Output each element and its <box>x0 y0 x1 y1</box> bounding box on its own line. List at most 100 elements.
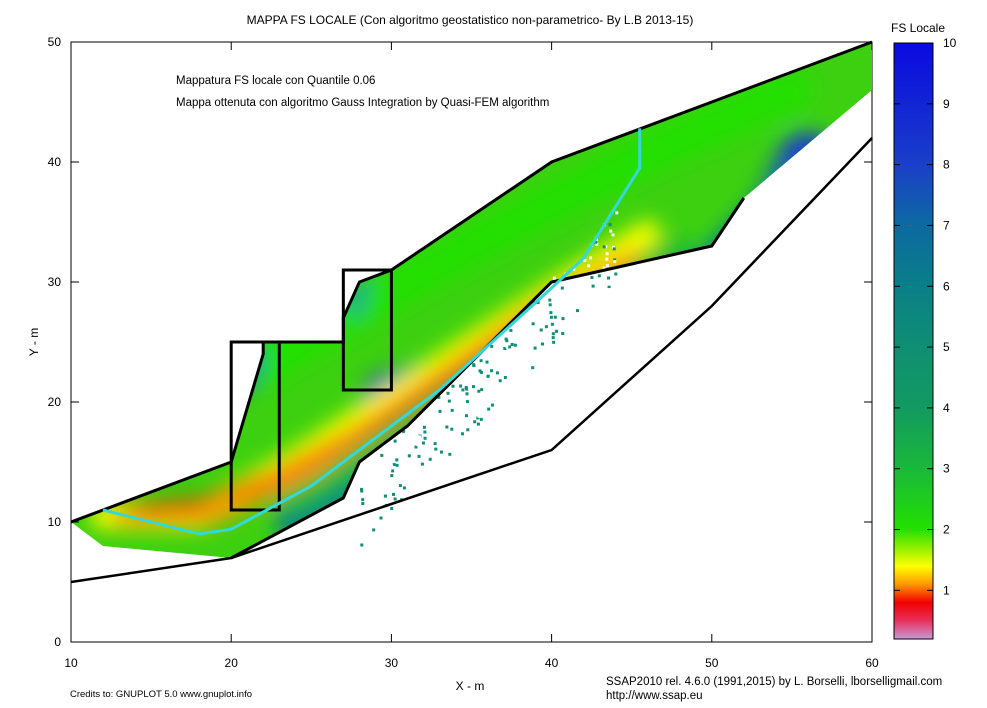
colorbar-tick-label: 2 <box>943 523 950 537</box>
speckle <box>534 345 538 348</box>
speckle <box>554 288 558 292</box>
speckle <box>402 430 406 434</box>
speckle <box>582 291 585 295</box>
speckle <box>390 474 394 478</box>
speckle <box>474 386 478 390</box>
upper-wall <box>341 268 393 392</box>
annotation-quantile: Mappatura FS locale con Quantile 0.06 <box>176 75 375 87</box>
speckle <box>536 301 540 305</box>
x-tick-label: 50 <box>705 656 719 670</box>
speckle <box>485 360 489 364</box>
speckle <box>477 389 481 393</box>
speckle <box>417 454 421 458</box>
speckle <box>515 340 519 344</box>
speckle <box>587 264 591 268</box>
speckle <box>474 361 478 365</box>
speckle <box>428 457 432 461</box>
colorbar-tick-label: 8 <box>943 158 950 172</box>
speckle <box>509 328 513 332</box>
speckle <box>487 407 491 411</box>
speckle <box>433 442 437 446</box>
speckle <box>465 392 469 396</box>
speckle <box>486 373 490 377</box>
speckle <box>601 282 605 285</box>
speckle <box>451 384 455 388</box>
speckle <box>422 425 426 429</box>
speckle <box>445 425 449 429</box>
colorbar-tick-label: 9 <box>943 97 950 111</box>
speckle <box>555 307 559 311</box>
speckle <box>438 436 442 440</box>
x-tick-label: 60 <box>865 656 879 670</box>
speckle <box>602 266 606 270</box>
speckle <box>472 363 476 367</box>
x-tick-label: 20 <box>225 656 239 670</box>
speckle <box>397 460 401 464</box>
speckle <box>465 414 468 418</box>
speckle <box>527 338 531 341</box>
speckle <box>392 492 395 496</box>
speckle <box>440 450 443 454</box>
speckle <box>484 349 488 353</box>
speckle <box>419 429 423 433</box>
colorbar-ticks: 1 2 3 4 5 6 7 8 9 10 <box>894 36 957 597</box>
y-tick-label: 50 <box>48 35 62 49</box>
speckle <box>549 311 553 315</box>
speckle <box>559 318 563 321</box>
speckle <box>518 328 522 331</box>
speckle <box>607 285 611 289</box>
speckle <box>613 258 617 262</box>
speckle <box>548 303 552 307</box>
speckle <box>461 432 464 436</box>
speckle <box>383 485 387 489</box>
speckle <box>583 258 587 262</box>
speckle <box>580 277 584 281</box>
speckle <box>398 484 402 488</box>
speckle <box>508 345 511 349</box>
speckle <box>532 362 536 366</box>
speckle <box>477 414 481 418</box>
colorbar-tick-label: 3 <box>943 462 950 476</box>
speckle <box>380 457 384 460</box>
speckle <box>366 505 370 508</box>
speckle <box>503 376 507 379</box>
speckle <box>539 344 542 348</box>
speckle <box>382 475 386 479</box>
x-axis-label: X - m <box>456 679 485 693</box>
speckle <box>560 286 564 290</box>
speckle <box>446 391 450 395</box>
colorbar-tick-label: 5 <box>943 340 950 354</box>
speckle <box>423 436 427 440</box>
speckle <box>404 432 408 436</box>
speckle <box>472 385 475 389</box>
speckle <box>420 462 424 466</box>
speckle <box>557 295 561 299</box>
speckle <box>510 343 514 346</box>
speckle <box>541 342 544 346</box>
colorbar-tick-label: 1 <box>943 583 950 597</box>
speckle <box>384 500 388 504</box>
speckle <box>487 387 491 391</box>
sliding-surface-line <box>230 197 746 560</box>
annotation-method: Mappa ottenuta con algoritmo Gauss Integ… <box>176 97 549 109</box>
field-band-upper-blue <box>350 280 367 316</box>
credits-right-2: http://www.ssap.eu <box>606 690 703 702</box>
speckle <box>437 395 441 399</box>
speckle <box>561 332 565 335</box>
speckle <box>421 441 425 445</box>
speckle <box>390 464 394 468</box>
speckle <box>576 309 579 313</box>
speckle <box>361 502 365 505</box>
speckle <box>561 337 565 341</box>
speckle <box>501 374 505 378</box>
x-tick-label: 30 <box>385 656 399 670</box>
y-tick-label: 0 <box>54 635 61 649</box>
speckle <box>543 330 547 334</box>
speckle <box>552 340 556 344</box>
speckle <box>548 298 552 302</box>
speckle <box>597 274 601 278</box>
speckle <box>551 336 555 340</box>
speckle <box>423 430 427 434</box>
colorbar-tick-label: 6 <box>943 279 950 293</box>
speckle <box>466 428 470 432</box>
